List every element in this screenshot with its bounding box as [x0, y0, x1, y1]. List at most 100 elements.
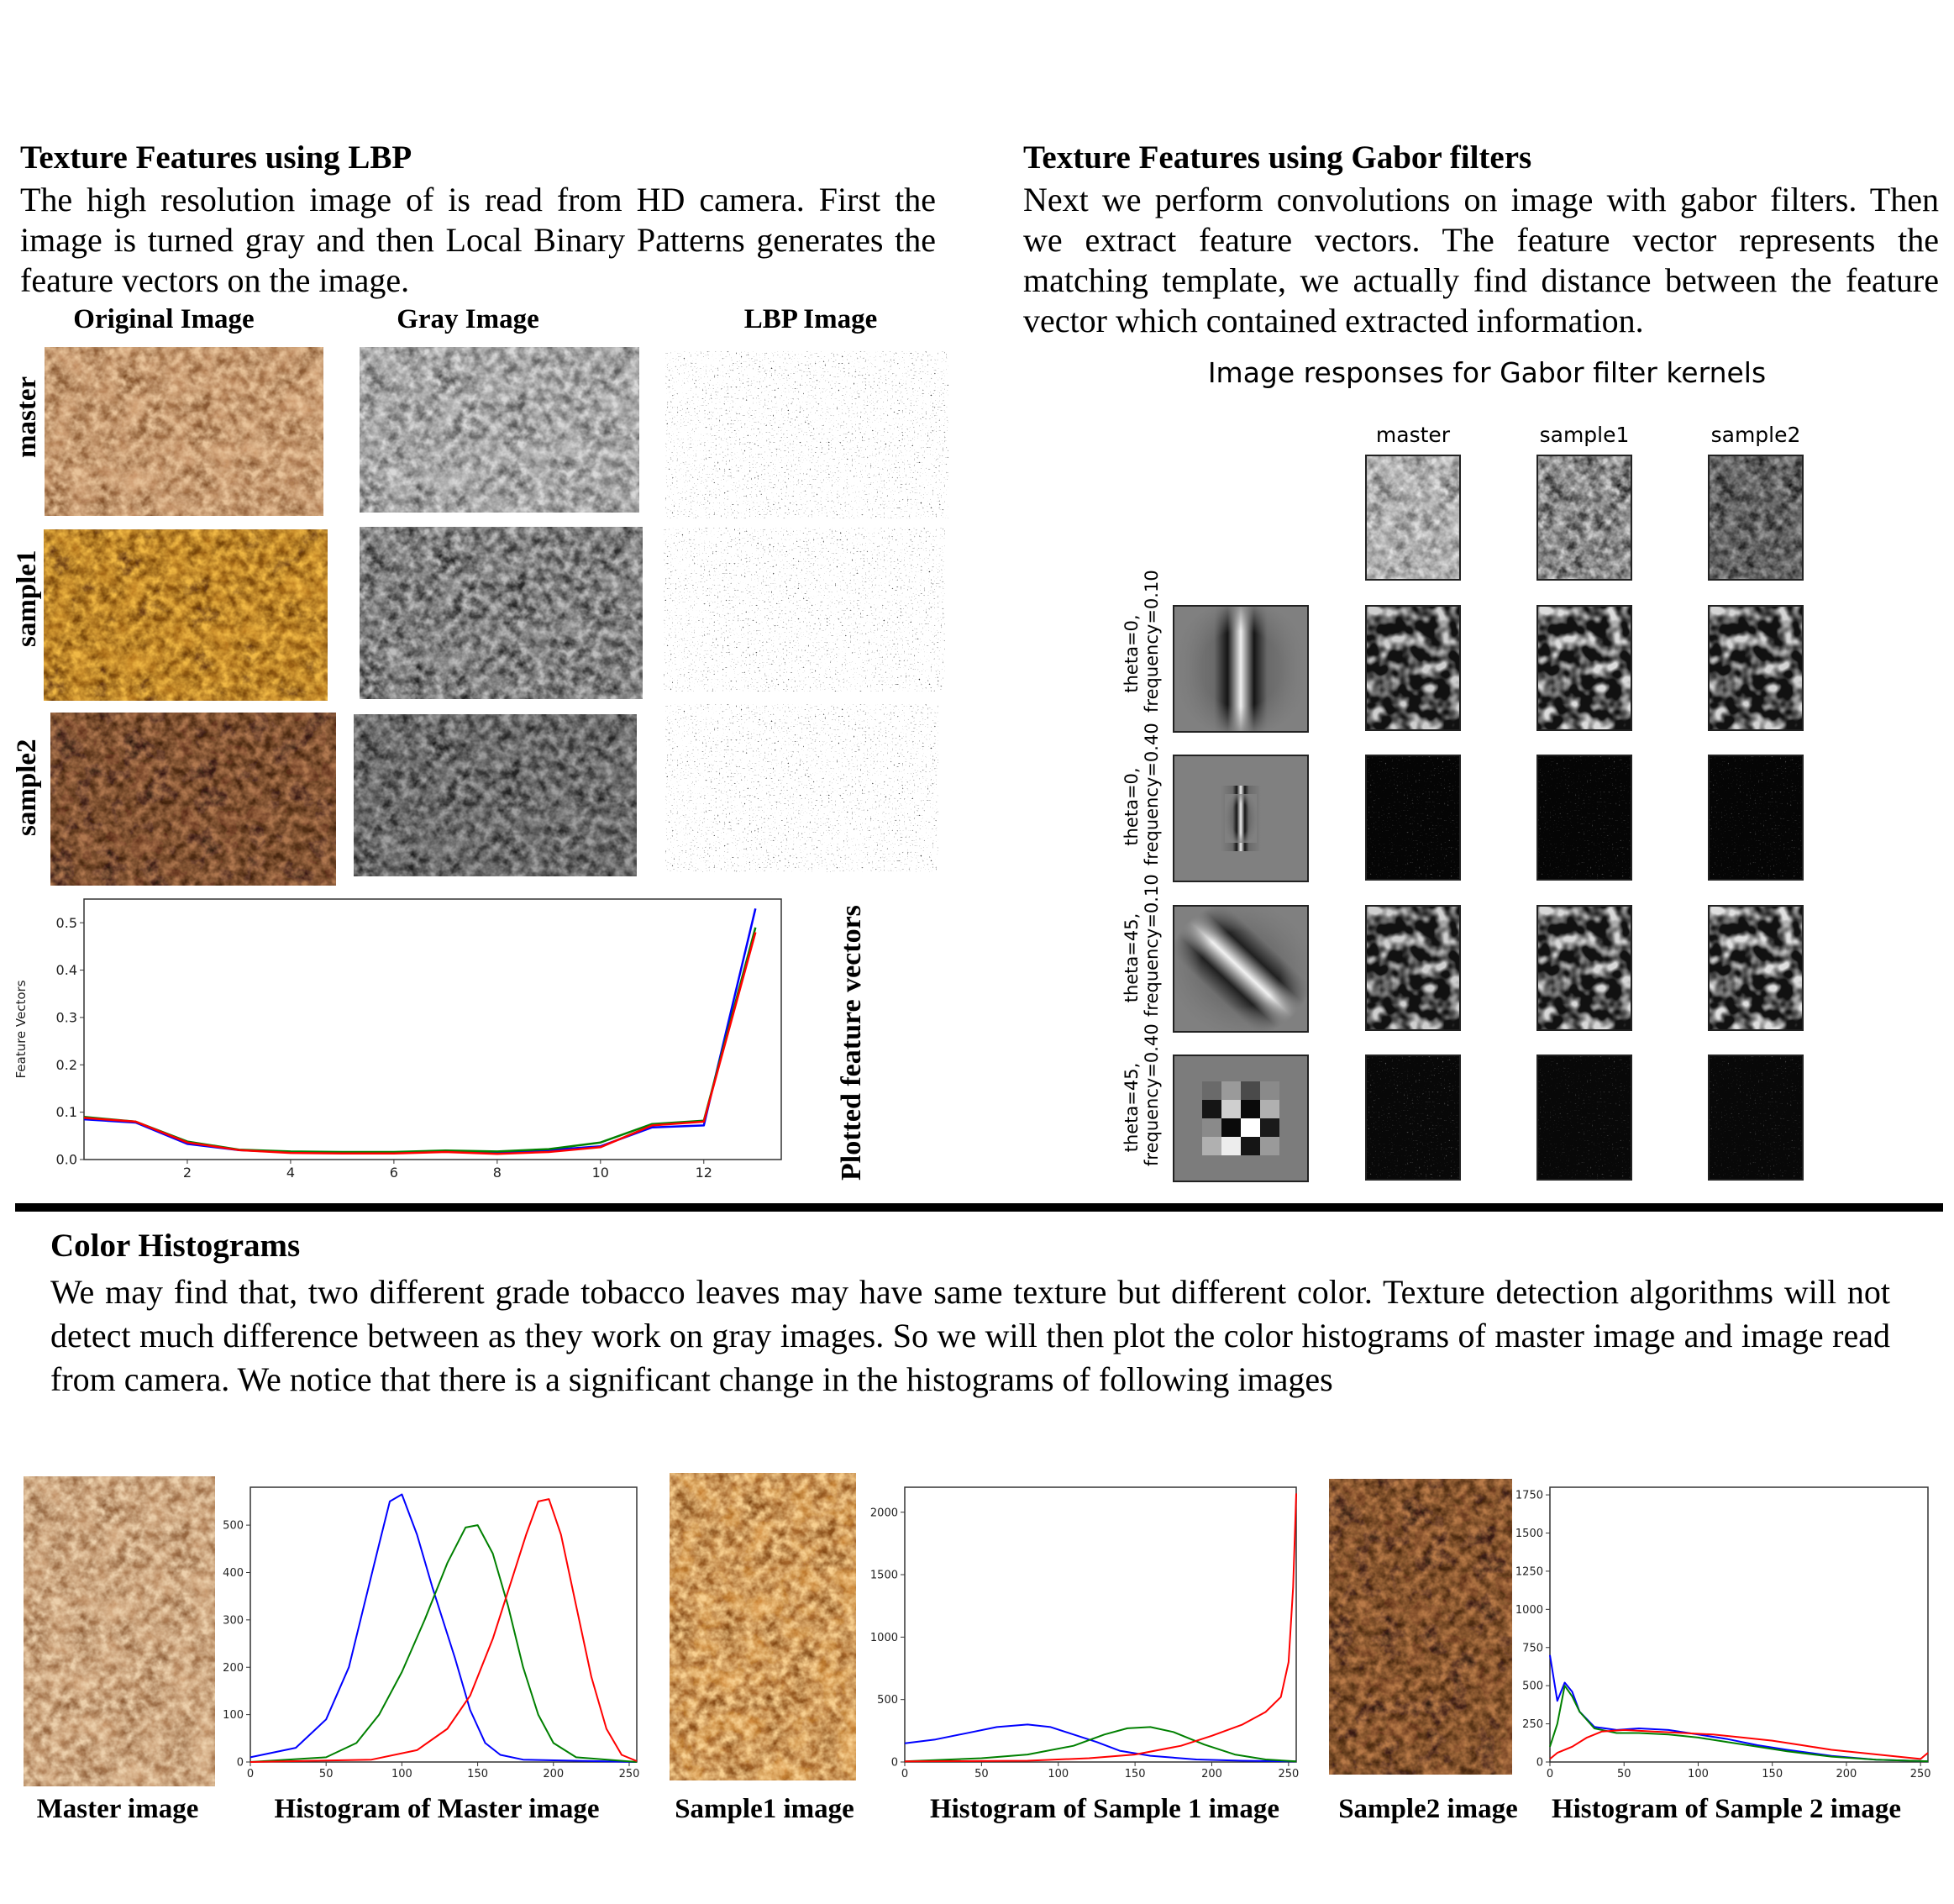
- lbp-section-title: Texture Features using LBP: [20, 139, 412, 176]
- gabor-row-label-3: theta=45, frequency=0.10: [1121, 874, 1162, 1017]
- lbp-col-gray: Gray Image: [397, 304, 539, 334]
- plot-frame: [904, 1486, 1297, 1763]
- sample2-original-image: [50, 713, 336, 886]
- y-tick-label: 100: [223, 1709, 244, 1722]
- gabor-figure-title: Image responses for Gabor filter kernels: [1207, 356, 1767, 389]
- y-tick-label: 400: [223, 1567, 244, 1580]
- gabor-row-1-frequency: frequency=0.10: [1142, 570, 1162, 713]
- caption-sample2-image: Sample2 image: [1338, 1794, 1518, 1824]
- lbp-feature-plot-svg: 2 4 6 8 10 12 0.0 0.1 0.2 0.3 0.4 0.5 Feature Vector…: [13, 898, 782, 1181]
- gabor-col-master: master: [1375, 423, 1451, 447]
- gabor-kernel-1: [1173, 605, 1309, 733]
- histogram-sample2-svg: 0 50 100 150 200 250 0 250 500 750 1000 1250 1500 175…: [1515, 1486, 1931, 1780]
- x-tick-label: 0: [247, 1768, 254, 1780]
- lbp-col-original: Original Image: [73, 304, 255, 334]
- series-line-red: [1549, 1728, 1929, 1760]
- caption-sample1-histogram: Histogram of Sample 1 image: [929, 1794, 1280, 1824]
- plot-frame: [83, 898, 782, 1160]
- section-divider: [15, 1203, 1943, 1212]
- y-tick-label: 0.1: [56, 1104, 77, 1120]
- y-tick-label: 0.2: [56, 1057, 77, 1073]
- histogram-master-chart: 0 50 100 150 200 250 0 100 200 300 400 500: [210, 1466, 647, 1794]
- gabor-response-2-master: [1365, 755, 1461, 881]
- y-tick-label: 0: [237, 1757, 244, 1770]
- x-tick-label: 4: [286, 1165, 295, 1181]
- series-line-green: [1549, 1685, 1929, 1763]
- y-tick-label: 200: [223, 1662, 244, 1675]
- gabor-row-3-theta: theta=45,: [1121, 913, 1142, 1003]
- x-tick-label: 250: [1910, 1768, 1931, 1780]
- x-tick-label: 100: [1048, 1768, 1069, 1780]
- gabor-response-4-sample2: [1708, 1055, 1804, 1181]
- series-line-blue: [1549, 1654, 1929, 1763]
- x-tick-label: 250: [1278, 1768, 1299, 1780]
- x-tick-label: 150: [1762, 1768, 1783, 1780]
- x-tick-label: 6: [390, 1165, 398, 1181]
- gabor-row-label-1: theta=0, frequency=0.10: [1121, 570, 1162, 713]
- x-tick-label: 50: [1617, 1768, 1631, 1780]
- x-tick-label: 100: [391, 1768, 412, 1780]
- series-line-green: [904, 1726, 1297, 1763]
- y-axis-label: Feature Vectors: [13, 980, 29, 1078]
- x-tick-label: 8: [493, 1165, 502, 1181]
- lbp-col-lbp: LBP Image: [743, 304, 878, 334]
- x-tick-label: 150: [467, 1768, 488, 1780]
- y-tick-label: 500: [1522, 1680, 1543, 1693]
- x-tick-label: 50: [974, 1768, 989, 1780]
- lbp-feature-plot: 2 4 6 8 10 12 0.0 0.1 0.2 0.3 0.4 0.5 Feature Vector…: [8, 895, 790, 1206]
- plot-caption: Plotted feature vectors: [836, 905, 867, 1181]
- gabor-kernel-2: [1173, 755, 1309, 882]
- caption-master-image: Master image: [36, 1794, 199, 1824]
- x-tick-label: 50: [319, 1768, 334, 1780]
- gabor-response-1-master: [1365, 605, 1461, 731]
- y-tick-label: 500: [223, 1520, 244, 1533]
- x-tick-label: 250: [619, 1768, 640, 1780]
- gabor-response-4-master: [1365, 1055, 1461, 1181]
- caption-sample1-image: Sample1 image: [675, 1794, 854, 1824]
- gabor-response-1-sample1: [1536, 605, 1632, 731]
- y-tick-label: 2000: [870, 1507, 898, 1519]
- gabor-col-sample1: sample1: [1539, 423, 1630, 447]
- plot-frame: [1549, 1486, 1929, 1763]
- series-line-blue: [904, 1723, 1297, 1763]
- histogram-sample2-chart: 0 50 100 150 200 250 0 250 500 750 1000 1250 1500 175…: [1508, 1466, 1936, 1794]
- y-tick-label: 0.3: [56, 1010, 77, 1026]
- master-original-image: [45, 347, 323, 516]
- color-section-title: Color Histograms: [50, 1228, 301, 1264]
- lbp-row-sample2: sample2: [12, 739, 42, 837]
- y-tick-label: 1750: [1515, 1490, 1543, 1502]
- gabor-input-sample1: [1536, 455, 1632, 581]
- series-line-red: [250, 1498, 638, 1763]
- x-tick-label: 12: [696, 1165, 712, 1181]
- lbp-section-text: The high resolution image of is read fro…: [20, 181, 936, 299]
- y-tick-label: 300: [223, 1614, 244, 1627]
- sample1-lbp-image: [664, 528, 945, 692]
- gabor-row-2-theta: theta=0,: [1121, 767, 1142, 846]
- y-tick-label: 750: [1522, 1642, 1543, 1654]
- gabor-kernel-3: [1173, 905, 1309, 1033]
- gabor-row-3-frequency: frequency=0.10: [1142, 874, 1162, 1017]
- caption-master-histogram: Histogram of Master image: [274, 1794, 600, 1824]
- gabor-response-2-sample2: [1708, 755, 1804, 881]
- gabor-section-title: Texture Features using Gabor filters: [1023, 139, 1532, 176]
- gabor-response-3-master: [1365, 905, 1461, 1031]
- y-tick-label: 0.0: [56, 1152, 77, 1168]
- gabor-col-sample2: sample2: [1710, 423, 1801, 447]
- y-tick-label: 1000: [1515, 1604, 1543, 1617]
- y-tick-label: 0: [891, 1757, 898, 1770]
- x-tick-label: 150: [1125, 1768, 1146, 1780]
- x-tick-label: 10: [592, 1165, 609, 1181]
- master-gray-image: [360, 347, 639, 513]
- y-tick-label: 0: [1536, 1757, 1543, 1770]
- lbp-row-sample1: sample1: [12, 550, 42, 648]
- caption-sample2-histogram: Histogram of Sample 2 image: [1551, 1794, 1902, 1824]
- series-line-red: [83, 932, 757, 1155]
- y-tick-label: 1500: [870, 1570, 898, 1582]
- gabor-row-1-theta: theta=0,: [1121, 614, 1142, 693]
- y-tick-label: 1000: [870, 1632, 898, 1644]
- gabor-row-4-theta: theta=45,: [1121, 1062, 1142, 1153]
- sample2-gray-image: [354, 714, 637, 876]
- gabor-response-3-sample2: [1708, 905, 1804, 1031]
- x-tick-label: 0: [901, 1768, 908, 1780]
- x-tick-label: 200: [1836, 1768, 1857, 1780]
